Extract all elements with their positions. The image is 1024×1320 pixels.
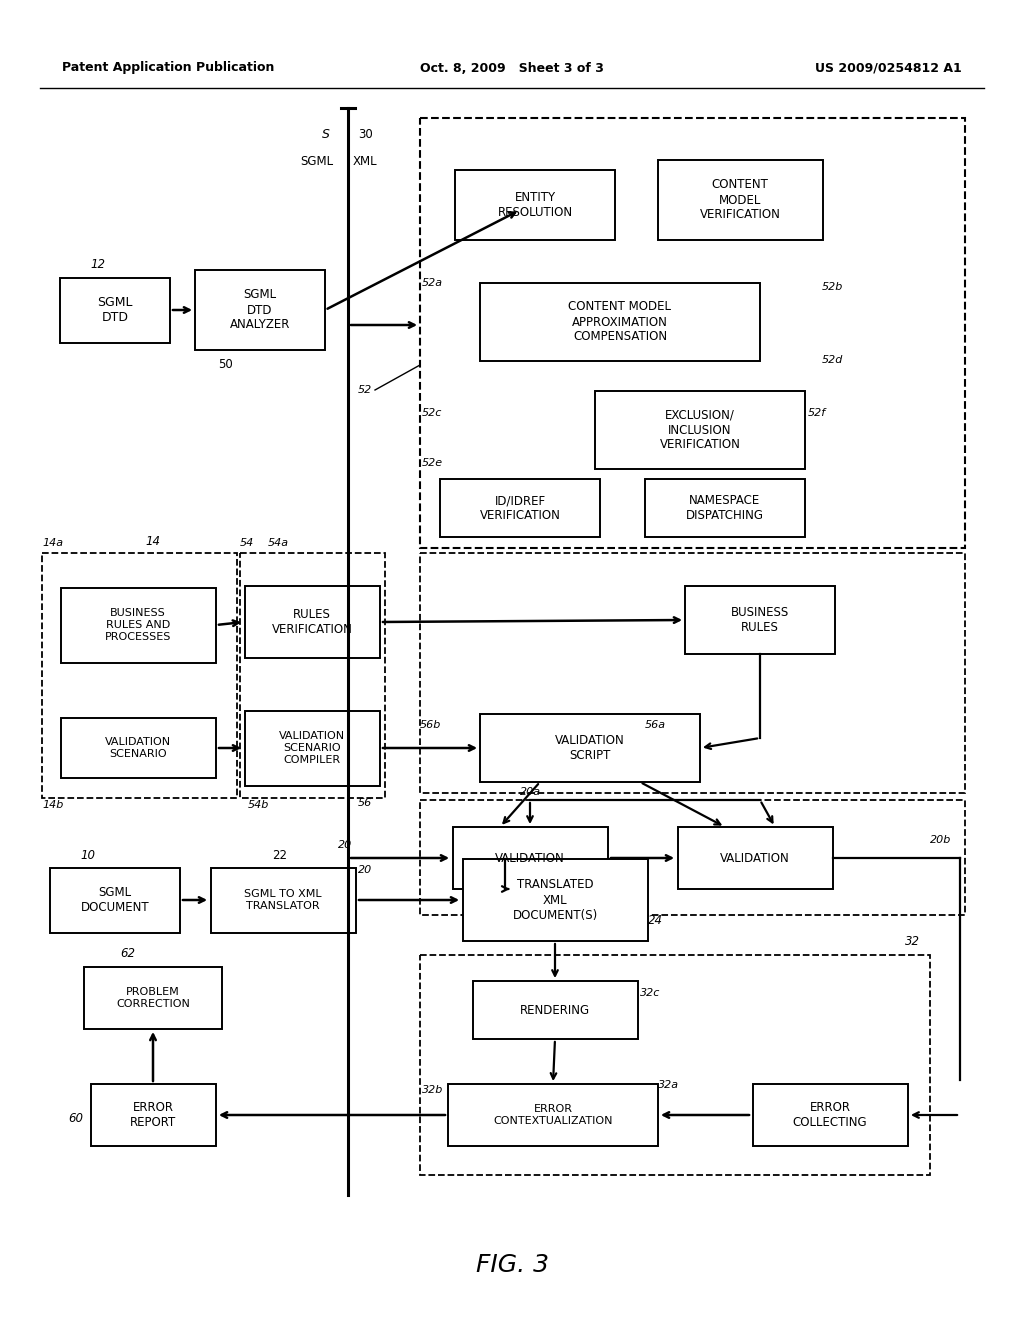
Text: 52d: 52d	[822, 355, 844, 366]
Text: VALIDATION
SCRIPT: VALIDATION SCRIPT	[555, 734, 625, 762]
Text: 56: 56	[358, 799, 373, 808]
Bar	[84, 968, 222, 1030]
Bar	[60, 277, 170, 342]
Text: ERROR
CONTEXTUALIZATION: ERROR CONTEXTUALIZATION	[494, 1105, 612, 1126]
Text: 20a: 20a	[520, 787, 541, 797]
Bar	[657, 160, 822, 240]
Bar	[480, 714, 700, 781]
Bar	[60, 587, 215, 663]
Text: TRANSLATED
XML
DOCUMENT(S): TRANSLATED XML DOCUMENT(S)	[512, 879, 598, 921]
Text: 14b: 14b	[42, 800, 63, 810]
Text: VALIDATION
SCENARIO
COMPILER: VALIDATION SCENARIO COMPILER	[279, 731, 345, 764]
Text: 54a: 54a	[268, 539, 289, 548]
Text: SGML TO XML
TRANSLATOR: SGML TO XML TRANSLATOR	[244, 890, 322, 911]
Bar	[645, 479, 805, 537]
Bar	[245, 586, 380, 657]
Text: 60: 60	[68, 1111, 83, 1125]
Text: ENTITY
RESOLUTION: ENTITY RESOLUTION	[498, 191, 572, 219]
Text: 30: 30	[358, 128, 373, 141]
Bar	[60, 718, 215, 777]
Text: FIG. 3: FIG. 3	[475, 1253, 549, 1276]
Text: S: S	[323, 128, 330, 141]
Bar	[449, 1084, 658, 1146]
Bar	[453, 828, 607, 888]
Text: 32: 32	[905, 935, 920, 948]
Bar	[420, 553, 965, 793]
Bar	[195, 271, 325, 350]
Text: 50: 50	[218, 358, 232, 371]
Text: BUSINESS
RULES: BUSINESS RULES	[731, 606, 790, 634]
Text: NAMESPACE
DISPATCHING: NAMESPACE DISPATCHING	[686, 494, 764, 521]
Text: 32c: 32c	[640, 987, 660, 998]
Text: VALIDATION: VALIDATION	[496, 851, 565, 865]
Bar	[240, 553, 385, 799]
Text: 22: 22	[272, 849, 287, 862]
Text: US 2009/0254812 A1: US 2009/0254812 A1	[815, 62, 962, 74]
Text: SGML: SGML	[300, 154, 333, 168]
Text: ERROR
COLLECTING: ERROR COLLECTING	[793, 1101, 867, 1129]
Text: 52b: 52b	[822, 282, 844, 292]
Bar	[42, 553, 237, 799]
Bar	[245, 710, 380, 785]
Text: BUSINESS
RULES AND
PROCESSES: BUSINESS RULES AND PROCESSES	[104, 609, 171, 642]
Text: 62: 62	[120, 946, 135, 960]
Bar	[685, 586, 835, 653]
Text: 54b: 54b	[248, 800, 269, 810]
Bar	[463, 859, 647, 941]
Text: 52c: 52c	[422, 408, 442, 418]
Text: 10: 10	[80, 849, 95, 862]
Bar	[420, 800, 965, 915]
Text: 20: 20	[358, 865, 373, 875]
Bar	[211, 867, 355, 932]
Text: CONTENT MODEL
APPROXIMATION
COMPENSATION: CONTENT MODEL APPROXIMATION COMPENSATION	[568, 301, 672, 343]
Bar	[90, 1084, 215, 1146]
Text: 20: 20	[338, 840, 352, 850]
Text: 32b: 32b	[422, 1085, 443, 1096]
Text: SGML
DTD: SGML DTD	[97, 296, 133, 323]
Text: EXCLUSION/
INCLUSION
VERIFICATION: EXCLUSION/ INCLUSION VERIFICATION	[659, 408, 740, 451]
Text: 52e: 52e	[422, 458, 443, 469]
Text: ERROR
REPORT: ERROR REPORT	[130, 1101, 176, 1129]
Bar	[420, 954, 930, 1175]
Text: 12: 12	[90, 257, 105, 271]
Bar	[420, 117, 965, 548]
Text: Oct. 8, 2009   Sheet 3 of 3: Oct. 8, 2009 Sheet 3 of 3	[420, 62, 604, 74]
Text: XML: XML	[353, 154, 378, 168]
Text: VALIDATION
SCENARIO: VALIDATION SCENARIO	[104, 737, 171, 759]
Text: 52: 52	[358, 385, 373, 395]
Text: 56b: 56b	[420, 719, 441, 730]
Text: 56a: 56a	[645, 719, 667, 730]
Text: 24: 24	[648, 913, 663, 927]
Text: RULES
VERIFICATION: RULES VERIFICATION	[271, 609, 352, 636]
Bar	[472, 981, 638, 1039]
Text: 14a: 14a	[42, 539, 63, 548]
Text: PROBLEM
CORRECTION: PROBLEM CORRECTION	[116, 987, 189, 1008]
Text: 52f: 52f	[808, 408, 826, 418]
Text: RENDERING: RENDERING	[520, 1003, 590, 1016]
Text: 52a: 52a	[422, 279, 443, 288]
Bar	[595, 391, 805, 469]
Text: VALIDATION: VALIDATION	[720, 851, 790, 865]
Bar	[753, 1084, 907, 1146]
Text: 54: 54	[240, 539, 254, 548]
Bar	[50, 867, 180, 932]
Text: SGML
DOCUMENT: SGML DOCUMENT	[81, 886, 150, 913]
Text: ID/IDREF
VERIFICATION: ID/IDREF VERIFICATION	[479, 494, 560, 521]
Text: SGML
DTD
ANALYZER: SGML DTD ANALYZER	[229, 289, 290, 331]
Text: 20b: 20b	[930, 836, 951, 845]
Bar	[455, 170, 615, 240]
Text: Patent Application Publication: Patent Application Publication	[62, 62, 274, 74]
Bar	[440, 479, 600, 537]
Bar	[678, 828, 833, 888]
Text: 32a: 32a	[658, 1080, 679, 1090]
Text: CONTENT
MODEL
VERIFICATION: CONTENT MODEL VERIFICATION	[699, 178, 780, 222]
Text: 14: 14	[145, 535, 160, 548]
Bar	[480, 282, 760, 360]
